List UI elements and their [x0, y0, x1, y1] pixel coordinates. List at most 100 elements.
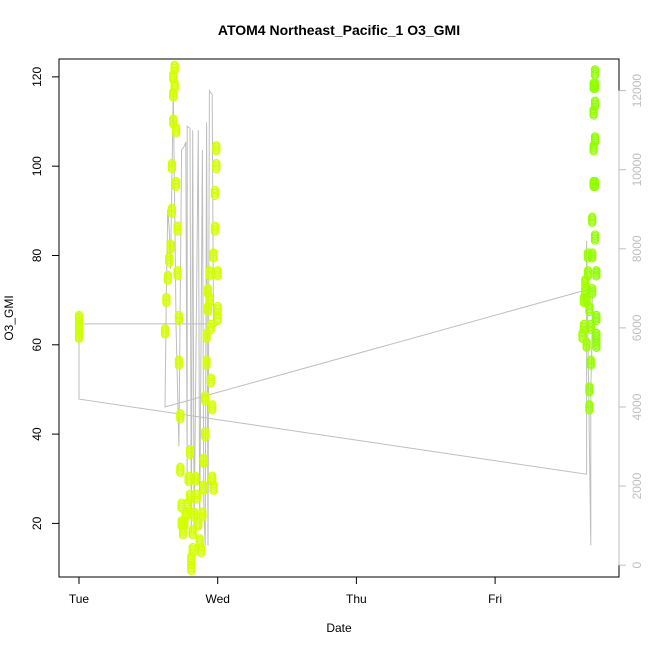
o3-point — [206, 379, 215, 388]
o3-point — [165, 258, 174, 268]
o3-point — [592, 316, 601, 326]
o3-point — [203, 307, 213, 317]
y-axis-label: O3_GMI — [2, 295, 16, 340]
o3-point — [590, 84, 600, 93]
y2-tick-label: 10000 — [630, 153, 644, 187]
y2-tick-label: 0 — [630, 561, 644, 568]
x-tick-label: Tue — [69, 592, 90, 606]
o3-point — [585, 307, 594, 317]
o3-point — [199, 486, 208, 495]
o3-point — [592, 272, 601, 281]
o3-point — [170, 84, 179, 93]
y2-tick-label: 8000 — [630, 235, 644, 262]
secondary-series-layer — [78, 89, 593, 546]
o3-point — [202, 334, 211, 344]
o3-point — [187, 566, 196, 576]
axes-layer: 20 40 60 80 100 120 0 2000 4000 6000 8000 10000 1200… — [30, 67, 644, 606]
o3-point — [178, 531, 188, 540]
o3-point — [212, 165, 221, 174]
o3-point — [585, 406, 594, 415]
o3-point — [167, 165, 177, 174]
o3-point — [583, 272, 593, 281]
o3-point — [192, 495, 202, 504]
o3-point — [162, 298, 171, 308]
o3-point — [196, 549, 206, 558]
secondary-series-line — [78, 89, 593, 546]
o3-point — [586, 361, 595, 370]
o3-point — [213, 316, 222, 326]
o3-point — [213, 272, 222, 281]
o3-point — [166, 245, 175, 254]
o3-point — [171, 129, 181, 138]
y-tick-label: 20 — [30, 516, 44, 530]
x-axis-label: Date — [326, 621, 352, 635]
o3-point — [206, 325, 215, 335]
o3-point — [188, 531, 197, 540]
o3-point — [74, 325, 84, 335]
y2-tick-label: 4000 — [630, 393, 644, 420]
o3-point — [585, 388, 594, 397]
o3-point — [201, 397, 210, 406]
o3-point — [173, 272, 182, 281]
y-tick-label: 100 — [30, 156, 44, 176]
o3-point — [170, 66, 179, 76]
y-tick-label: 40 — [30, 427, 44, 441]
o3-point — [583, 254, 593, 263]
o3-point — [180, 522, 189, 531]
o3-point — [198, 513, 207, 522]
o3-point — [212, 147, 221, 156]
o3-point — [201, 432, 210, 442]
o3-point — [199, 459, 208, 469]
o3-point — [210, 227, 220, 236]
o3-point — [189, 513, 199, 522]
o3-point — [581, 281, 590, 290]
o3-point — [169, 93, 178, 102]
o3-point — [181, 513, 190, 522]
o3-points-layer — [74, 60, 601, 576]
o3-point — [174, 316, 184, 326]
o3-point — [588, 254, 597, 263]
x-tick-label: Wed — [205, 592, 229, 606]
o3-point — [590, 236, 600, 245]
o3-point — [589, 147, 598, 156]
o3-point — [592, 343, 601, 352]
o3-point — [588, 218, 597, 227]
o3-point — [209, 486, 218, 495]
o3-point — [588, 290, 597, 299]
o3-point — [210, 191, 220, 201]
o3-point — [176, 415, 185, 424]
o3-point — [167, 209, 177, 218]
y-tick-label: 60 — [30, 338, 44, 352]
o3-point — [582, 343, 591, 352]
o3-point — [209, 254, 218, 263]
o3-point — [205, 298, 214, 308]
o3-point — [74, 334, 84, 344]
o3-point — [160, 330, 170, 339]
o3-point — [188, 549, 197, 558]
o3-point — [590, 102, 600, 111]
chart-title: ATOM4 Northeast_Pacific_1 O3_GMI — [218, 22, 460, 38]
y-tick-label: 80 — [30, 248, 44, 262]
o3-point — [183, 504, 192, 513]
o3-point — [590, 182, 600, 192]
o3-point — [171, 182, 181, 192]
o3-point — [578, 334, 587, 344]
o3-point — [191, 477, 200, 486]
o3-point — [208, 406, 217, 415]
o3-point — [202, 361, 211, 370]
y-tick-label: 120 — [30, 67, 44, 87]
o3-point — [173, 227, 182, 236]
o3-point — [74, 316, 84, 326]
y2-tick-label: 2000 — [630, 472, 644, 499]
o3-point — [590, 138, 600, 147]
o3-point — [205, 272, 214, 281]
o3-point — [589, 111, 598, 120]
x-tick-label: Fri — [488, 592, 502, 606]
o3-point — [176, 468, 185, 477]
o3-point — [194, 522, 203, 531]
x-tick-label: Thu — [346, 592, 367, 606]
o3-point — [185, 450, 195, 460]
y2-tick-label: 12000 — [630, 74, 644, 108]
